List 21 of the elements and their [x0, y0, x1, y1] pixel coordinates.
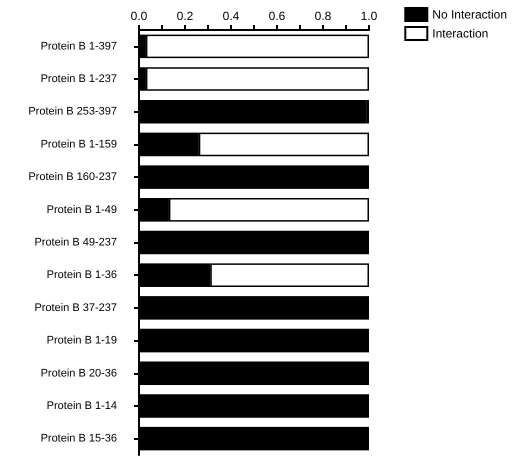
y-tick-label: Protein B 1-159	[40, 138, 117, 150]
y-tick-label: Protein B 37-237	[34, 302, 117, 314]
y-tick-label: Protein B 253-397	[28, 106, 117, 118]
y-tick-label: Protein B 15-36	[40, 432, 117, 445]
x-tick-label: 0.0	[130, 9, 148, 23]
y-tick-label: Protein B 1-14	[46, 400, 117, 412]
y-tick-label: Protein B 1-19	[46, 334, 117, 347]
y-tick-label: Protein B 1-49	[46, 204, 117, 216]
x-tick-label: 0.2	[176, 9, 194, 23]
legend-label: Interaction	[432, 26, 488, 40]
x-tick-label: 0.6	[268, 9, 286, 23]
y-tick-label: Protein B 160-237	[28, 171, 117, 184]
x-tick-label: 0.4	[222, 9, 240, 23]
y-tick-label: Protein B 20-36	[40, 367, 117, 380]
y-tick-label: Protein B 49-237	[34, 236, 117, 248]
x-tick-label: 0.8	[314, 9, 332, 23]
y-tick-label: Protein B 1-397	[40, 40, 117, 52]
y-tick-label: Protein B 1-237	[40, 73, 117, 86]
y-tick-label: Protein B 1-36	[46, 269, 117, 282]
legend-label: No Interaction	[432, 8, 508, 22]
x-tick-label: 1.0	[360, 9, 378, 23]
